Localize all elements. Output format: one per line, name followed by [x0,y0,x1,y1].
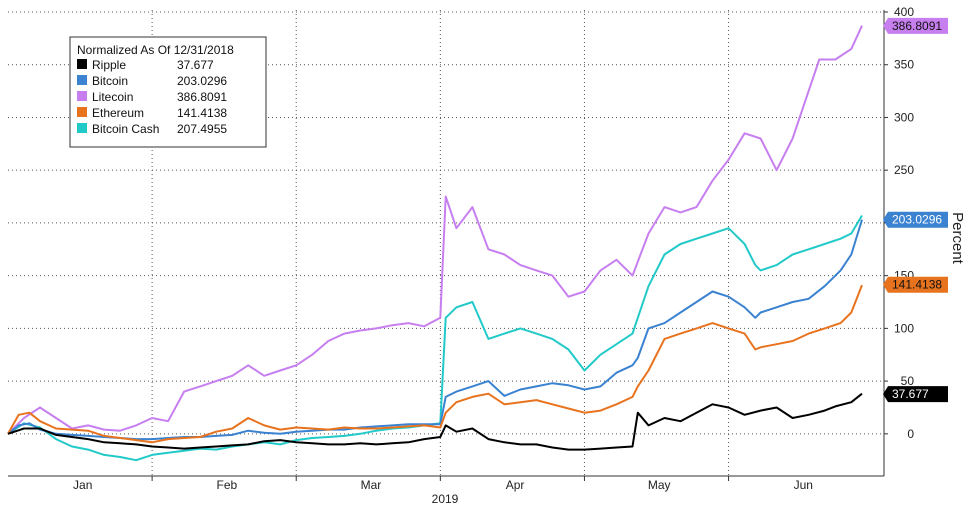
legend-title: Normalized As Of 12/31/2018 [77,43,234,57]
y-tick-label: 350 [894,58,914,72]
y-axis-label: Percent [949,212,966,265]
legend-swatch [77,59,87,69]
x-tick-label: Apr [506,478,525,492]
x-tick-label: Feb [216,478,237,492]
legend-swatch [77,107,87,117]
legend-series-name: Bitcoin [92,74,128,88]
series-line-litecoin [7,25,863,435]
x-tick-label: Jun [794,478,813,492]
x-year-label: 2019 [432,492,459,506]
axis-value-tags: 386.8091 203.0296 141.4138 37.677 [883,17,948,403]
legend-series-name: Ethereum [92,106,144,120]
legend-series-value: 141.4138 [177,106,227,120]
legend-item-litecoin: Litecoin 386.8091 [77,90,227,104]
legend-series-value: 203.0296 [177,74,227,88]
legend-box [69,36,267,148]
legend-series-value: 37.677 [177,58,214,72]
axis-tag-label: 37.677 [892,387,929,401]
legend-series-value: 207.4955 [177,122,227,136]
legend-series-name: Ripple [92,58,126,72]
gridlines [8,10,884,476]
legend-item-ethereum: Ethereum 141.4138 [77,106,227,120]
legend-item-bitcoin-cash: Bitcoin Cash 207.4955 [77,122,227,136]
legend-series-name: Litecoin [92,90,133,104]
x-axis: Jan Feb Mar Apr May Jun 2019 [8,475,884,506]
axis-tag-shape [883,276,948,293]
axis-tag-shape [883,211,948,228]
axis-tag-label: 386.8091 [892,19,942,33]
axis-tag-label: 203.0296 [892,213,942,227]
legend-swatch [77,75,87,85]
axis-tag-ethereum: 141.4138 [883,276,948,293]
series-lines [7,25,863,462]
axis-tag-litecoin: 386.8091 [883,17,948,34]
legend-swatch [77,123,87,133]
axis-tag-bitcoin: 203.0296 [883,211,948,228]
y-tick-label: 100 [894,321,914,335]
series-line-bitcoin [7,219,863,441]
y-tick-label: 400 [894,5,914,19]
axis-tag-shape [883,386,948,403]
y-tick-label: 50 [901,374,915,388]
legend-swatch [77,91,87,101]
series-line-bitcoin-cash [7,214,863,462]
legend-item-bitcoin: Bitcoin 203.0296 [77,74,227,88]
y-tick-label: 0 [907,427,914,441]
series-line-ethereum [7,284,863,444]
axis-tag-shape [883,17,948,34]
axis-tag-label: 141.4138 [892,278,942,292]
x-tick-label: May [648,478,671,492]
x-tick-label: Mar [361,478,382,492]
axis-tag-ripple: 37.677 [883,386,948,403]
legend-item-ripple: Ripple 37.677 [77,58,214,72]
y-tick-label: 300 [894,110,914,124]
legend-series-value: 386.8091 [177,90,227,104]
series-line-ripple [7,392,863,451]
x-tick-label: Jan [73,478,92,492]
y-tick-label: 250 [894,163,914,177]
legend-series-name: Bitcoin Cash [92,122,159,136]
